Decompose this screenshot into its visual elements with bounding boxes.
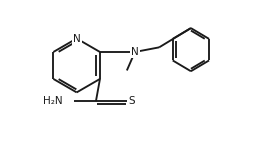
Text: N: N [131, 47, 139, 57]
Text: S: S [128, 96, 135, 106]
Text: H₂N: H₂N [44, 96, 63, 106]
Text: N: N [73, 34, 80, 43]
